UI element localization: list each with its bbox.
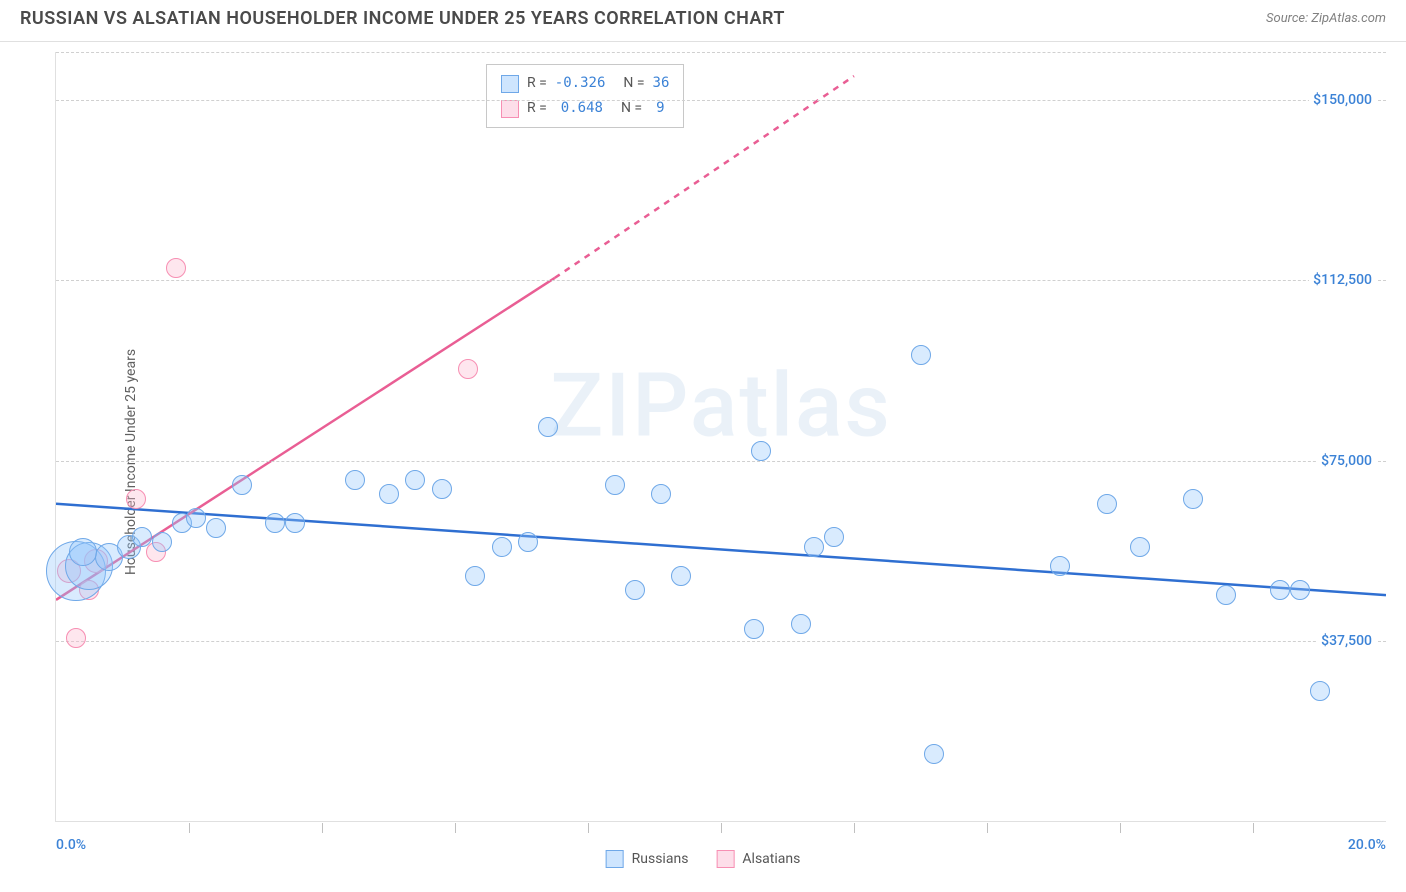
data-point-russians: [651, 484, 671, 504]
data-point-russians: [379, 484, 399, 504]
data-point-russians: [1216, 585, 1236, 605]
data-point-russians: [206, 518, 226, 538]
stats-row-russians: R = -0.326 N = 36: [501, 71, 669, 96]
swatch-pink-icon: [501, 100, 519, 118]
data-point-russians: [1270, 580, 1290, 600]
x-tick: [1253, 823, 1254, 833]
source-label: Source: ZipAtlas.com: [1266, 11, 1386, 26]
y-tick-label: $37,500: [1317, 633, 1376, 649]
watermark-text: ZIPatlas: [550, 354, 892, 457]
legend-item-alsatians: Alsatians: [716, 850, 800, 868]
data-point-russians: [1310, 681, 1330, 701]
x-tick: [322, 823, 323, 833]
chart-title: RUSSIAN VS ALSATIAN HOUSEHOLDER INCOME U…: [20, 8, 785, 29]
legend-item-russians: Russians: [606, 850, 689, 868]
data-point-russians: [924, 744, 944, 764]
x-max-label: 20.0%: [1348, 837, 1386, 853]
data-point-russians: [824, 527, 844, 547]
data-point-russians: [804, 537, 824, 557]
data-point-alsatians: [126, 489, 146, 509]
data-point-russians: [518, 532, 538, 552]
gridline: [56, 641, 1386, 642]
y-tick-label: $150,000: [1309, 92, 1376, 108]
x-tick: [189, 823, 190, 833]
data-point-russians: [671, 566, 691, 586]
data-point-russians: [69, 538, 97, 566]
data-point-russians: [132, 527, 152, 547]
gridline: [56, 280, 1386, 281]
data-point-alsatians: [166, 258, 186, 278]
x-tick: [721, 823, 722, 833]
data-point-russians: [265, 513, 285, 533]
stats-legend-box: R = -0.326 N = 36 R = 0.648 N = 9: [486, 64, 684, 128]
plot-area: ZIPatlas R = -0.326 N = 36 R = 0.648 N =…: [55, 52, 1386, 822]
data-point-russians: [911, 345, 931, 365]
data-point-russians: [744, 619, 764, 639]
chart-container: Householder Income Under 25 years ZIPatl…: [0, 42, 1406, 882]
data-point-russians: [432, 479, 452, 499]
swatch-blue-icon: [501, 75, 519, 93]
legend-label-russians: Russians: [632, 851, 689, 867]
x-tick: [987, 823, 988, 833]
data-point-russians: [492, 537, 512, 557]
gridline: [56, 52, 1386, 53]
gridline: [56, 461, 1386, 462]
x-tick: [1120, 823, 1121, 833]
y-tick-label: $112,500: [1309, 272, 1376, 288]
data-point-russians: [751, 441, 771, 461]
data-point-russians: [1183, 489, 1203, 509]
stat-r-russians: -0.326: [555, 71, 606, 96]
x-tick: [854, 823, 855, 833]
data-point-russians: [186, 508, 206, 528]
swatch-blue-icon: [606, 850, 624, 868]
data-point-russians: [1097, 494, 1117, 514]
data-point-russians: [625, 580, 645, 600]
x-tick: [455, 823, 456, 833]
data-point-russians: [1050, 556, 1070, 576]
data-point-russians: [345, 470, 365, 490]
data-point-russians: [791, 614, 811, 634]
data-point-russians: [405, 470, 425, 490]
data-point-russians: [1290, 580, 1310, 600]
data-point-alsatians: [66, 628, 86, 648]
swatch-pink-icon: [716, 850, 734, 868]
data-point-russians: [538, 417, 558, 437]
data-point-russians: [1130, 537, 1150, 557]
y-tick-label: $75,000: [1317, 453, 1376, 469]
data-point-russians: [152, 532, 172, 552]
data-point-russians: [605, 475, 625, 495]
stat-n-label: N =: [623, 71, 644, 96]
data-point-alsatians: [458, 359, 478, 379]
data-point-russians: [232, 475, 252, 495]
stat-r-label: R =: [527, 71, 547, 96]
data-point-russians: [285, 513, 305, 533]
legend-label-alsatians: Alsatians: [742, 851, 800, 867]
x-min-label: 0.0%: [56, 837, 86, 853]
x-tick: [588, 823, 589, 833]
gridline: [56, 100, 1386, 101]
trendlines-layer: [56, 52, 1386, 821]
series-legend: Russians Alsatians: [606, 850, 801, 868]
stat-n-russians: 36: [653, 71, 670, 96]
data-point-russians: [465, 566, 485, 586]
